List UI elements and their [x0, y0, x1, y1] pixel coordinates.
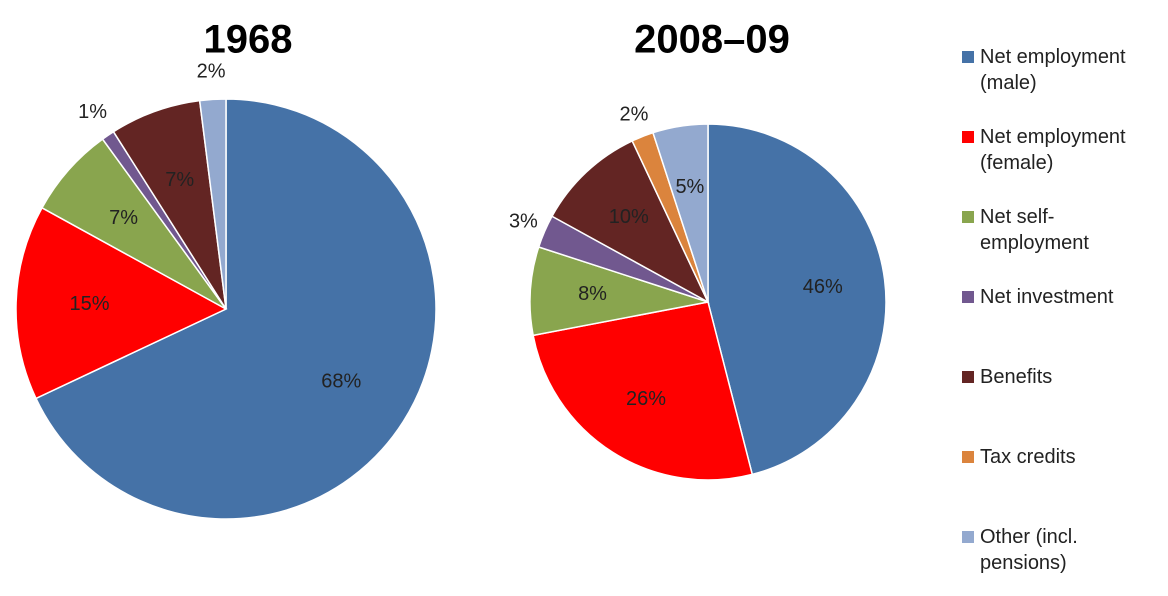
legend-label: Other (incl. pensions): [980, 526, 1078, 574]
pie-slice: [550, 139, 710, 304]
legend-swatch: [962, 291, 974, 303]
data-label: 7%: [109, 207, 138, 229]
data-label: 3%: [509, 210, 538, 232]
legend-swatch: [962, 131, 974, 143]
pie-slice: [529, 246, 709, 337]
data-label: 46%: [803, 276, 843, 298]
legend-label: Net employment (male): [980, 46, 1126, 94]
data-label: 8%: [578, 283, 607, 305]
data-label: 26%: [626, 388, 666, 410]
chart-title: 2008–09: [634, 18, 790, 62]
data-label: 15%: [70, 293, 110, 315]
legend-swatch: [962, 51, 974, 63]
data-label: 7%: [165, 169, 194, 191]
legend-entry: Net investment: [962, 284, 1162, 310]
legend-swatch: [962, 211, 974, 223]
data-label: 10%: [609, 206, 649, 228]
legend-label: Net self-employment: [980, 206, 1089, 254]
legend-swatch: [962, 451, 974, 463]
pie-slice: [532, 301, 754, 481]
pie-slice: [15, 206, 228, 400]
legend-label: Tax credits: [980, 446, 1076, 468]
chart-title: 1968: [204, 18, 293, 62]
pie-slice: [652, 123, 709, 303]
legend-swatch: [962, 371, 974, 383]
legend-entry: Net self-employment: [962, 204, 1162, 256]
legend-label: Net investment: [980, 286, 1114, 308]
pie-slice: [198, 98, 227, 310]
data-label: 5%: [675, 176, 704, 198]
legend-entry: Tax credits: [962, 444, 1162, 470]
data-label: 2%: [197, 60, 226, 82]
data-label: 1%: [78, 101, 107, 123]
legend-entry: Net employment (male): [962, 44, 1162, 96]
legend-entry: Benefits: [962, 364, 1162, 390]
pie-slice: [707, 123, 887, 476]
data-label: 68%: [321, 370, 361, 392]
legend-entry: Other (incl. pensions): [962, 524, 1162, 576]
legend-label: Benefits: [980, 366, 1053, 388]
legend-swatch: [962, 531, 974, 543]
pie-slice: [34, 98, 437, 520]
legend-label: Net employment (female): [980, 126, 1126, 174]
data-label: 2%: [620, 103, 649, 125]
legend-entry: Net employment (female): [962, 124, 1162, 176]
